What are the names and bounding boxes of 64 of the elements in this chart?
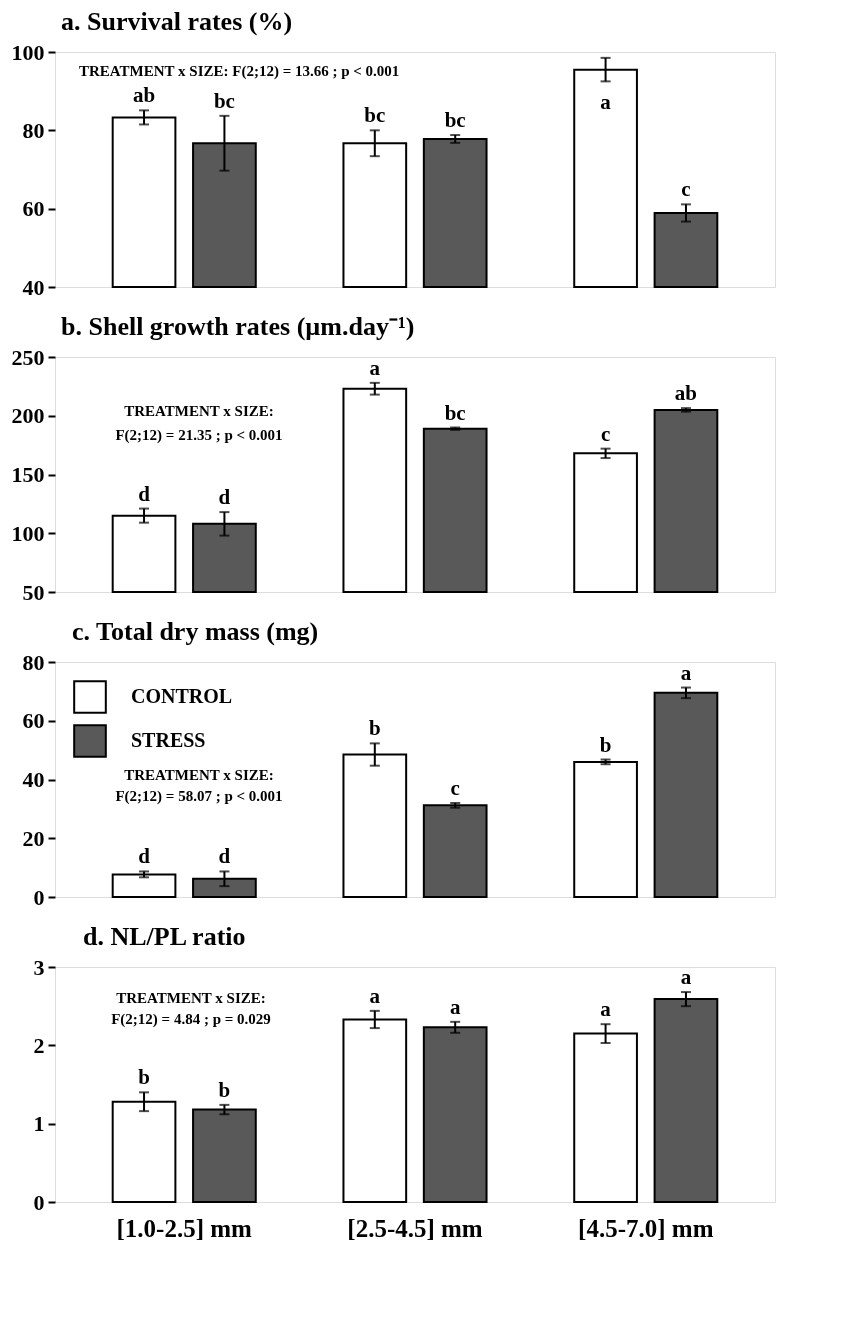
annotation: F(2;12) = 4.84 ; p = 0.029 [111, 1010, 271, 1028]
data-label: bc [364, 103, 386, 128]
annotation: TREATMENT x SIZE: F(2;12) = 13.66 ; p < 0.001 [79, 62, 400, 80]
legend-label: CONTROL [131, 685, 233, 707]
data-label: c [450, 776, 460, 800]
annotation: F(2;12) = 58.07 ; p < 0.001 [115, 787, 283, 805]
annotation: TREATMENT x SIZE: [116, 989, 266, 1006]
data-label: b [368, 716, 381, 741]
y-tick-label: 40 [22, 767, 45, 792]
y-tick-label: 50 [22, 579, 45, 605]
chart-title: b. Shell growth rates (µm.day⁻¹) [61, 312, 415, 341]
y-tick-label: 100 [11, 520, 45, 546]
y-tick-label: 0 [33, 1189, 45, 1215]
data-label: bc [444, 400, 466, 425]
y-tick-label: 2 [33, 1032, 45, 1058]
data-label: c [600, 421, 611, 446]
y-tick-label: 80 [22, 649, 45, 675]
y-tick-label: 20 [22, 825, 45, 851]
x-tick-label: [4.5-7.0] mm [578, 1214, 714, 1242]
y-tick-label: 60 [22, 196, 45, 222]
y-tick-label: 100 [11, 39, 45, 65]
bar [422, 1026, 488, 1203]
data-label: a [449, 994, 461, 1019]
bar [192, 1108, 257, 1203]
data-label: bc [444, 108, 466, 133]
y-tick-label: 80 [22, 117, 45, 143]
data-label: a [369, 355, 381, 380]
bar [653, 691, 719, 898]
y-tick-label: 40 [22, 274, 45, 300]
bar [111, 873, 177, 898]
bar [573, 760, 638, 898]
x-tick-label: [2.5-4.5] mm [347, 1214, 483, 1242]
y-tick-label: 200 [11, 403, 45, 429]
data-label: a [680, 965, 692, 990]
data-label: a [680, 660, 692, 685]
bar [422, 804, 488, 898]
data-label: ab [674, 381, 698, 406]
data-label: b [138, 1065, 150, 1090]
data-label: b [218, 1077, 231, 1102]
data-label: bc [213, 88, 235, 113]
y-tick-label: 150 [11, 462, 45, 487]
legend-label: STRESS [131, 729, 206, 751]
x-tick-label: [1.0-2.5] mm [116, 1214, 253, 1242]
data-label: d [218, 485, 231, 510]
annotation: TREATMENT x SIZE: [124, 403, 274, 420]
y-tick-label: 1 [33, 1111, 45, 1137]
data-label: a [369, 983, 381, 1008]
data-label: d [218, 844, 231, 869]
data-label: ab [132, 83, 156, 108]
y-tick-label: 3 [33, 954, 45, 980]
y-tick-label: 0 [33, 884, 45, 910]
data-label: d [138, 481, 151, 506]
chart-title: c. Total dry mass (mg) [72, 617, 319, 646]
data-label: b [599, 732, 612, 757]
data-label: d [138, 844, 151, 869]
y-tick-label: 250 [11, 344, 45, 370]
chart-title: a. Survival rates (%) [61, 7, 293, 36]
chart-title: d. NL/PL ratio [83, 922, 246, 951]
data-label: a [600, 89, 612, 114]
data-label: a [600, 997, 612, 1022]
annotation: F(2;12) = 21.35 ; p < 0.001 [115, 426, 283, 444]
annotation: TREATMENT x SIZE: [124, 766, 274, 783]
data-label: c [681, 177, 691, 202]
y-tick-label: 60 [22, 708, 45, 734]
